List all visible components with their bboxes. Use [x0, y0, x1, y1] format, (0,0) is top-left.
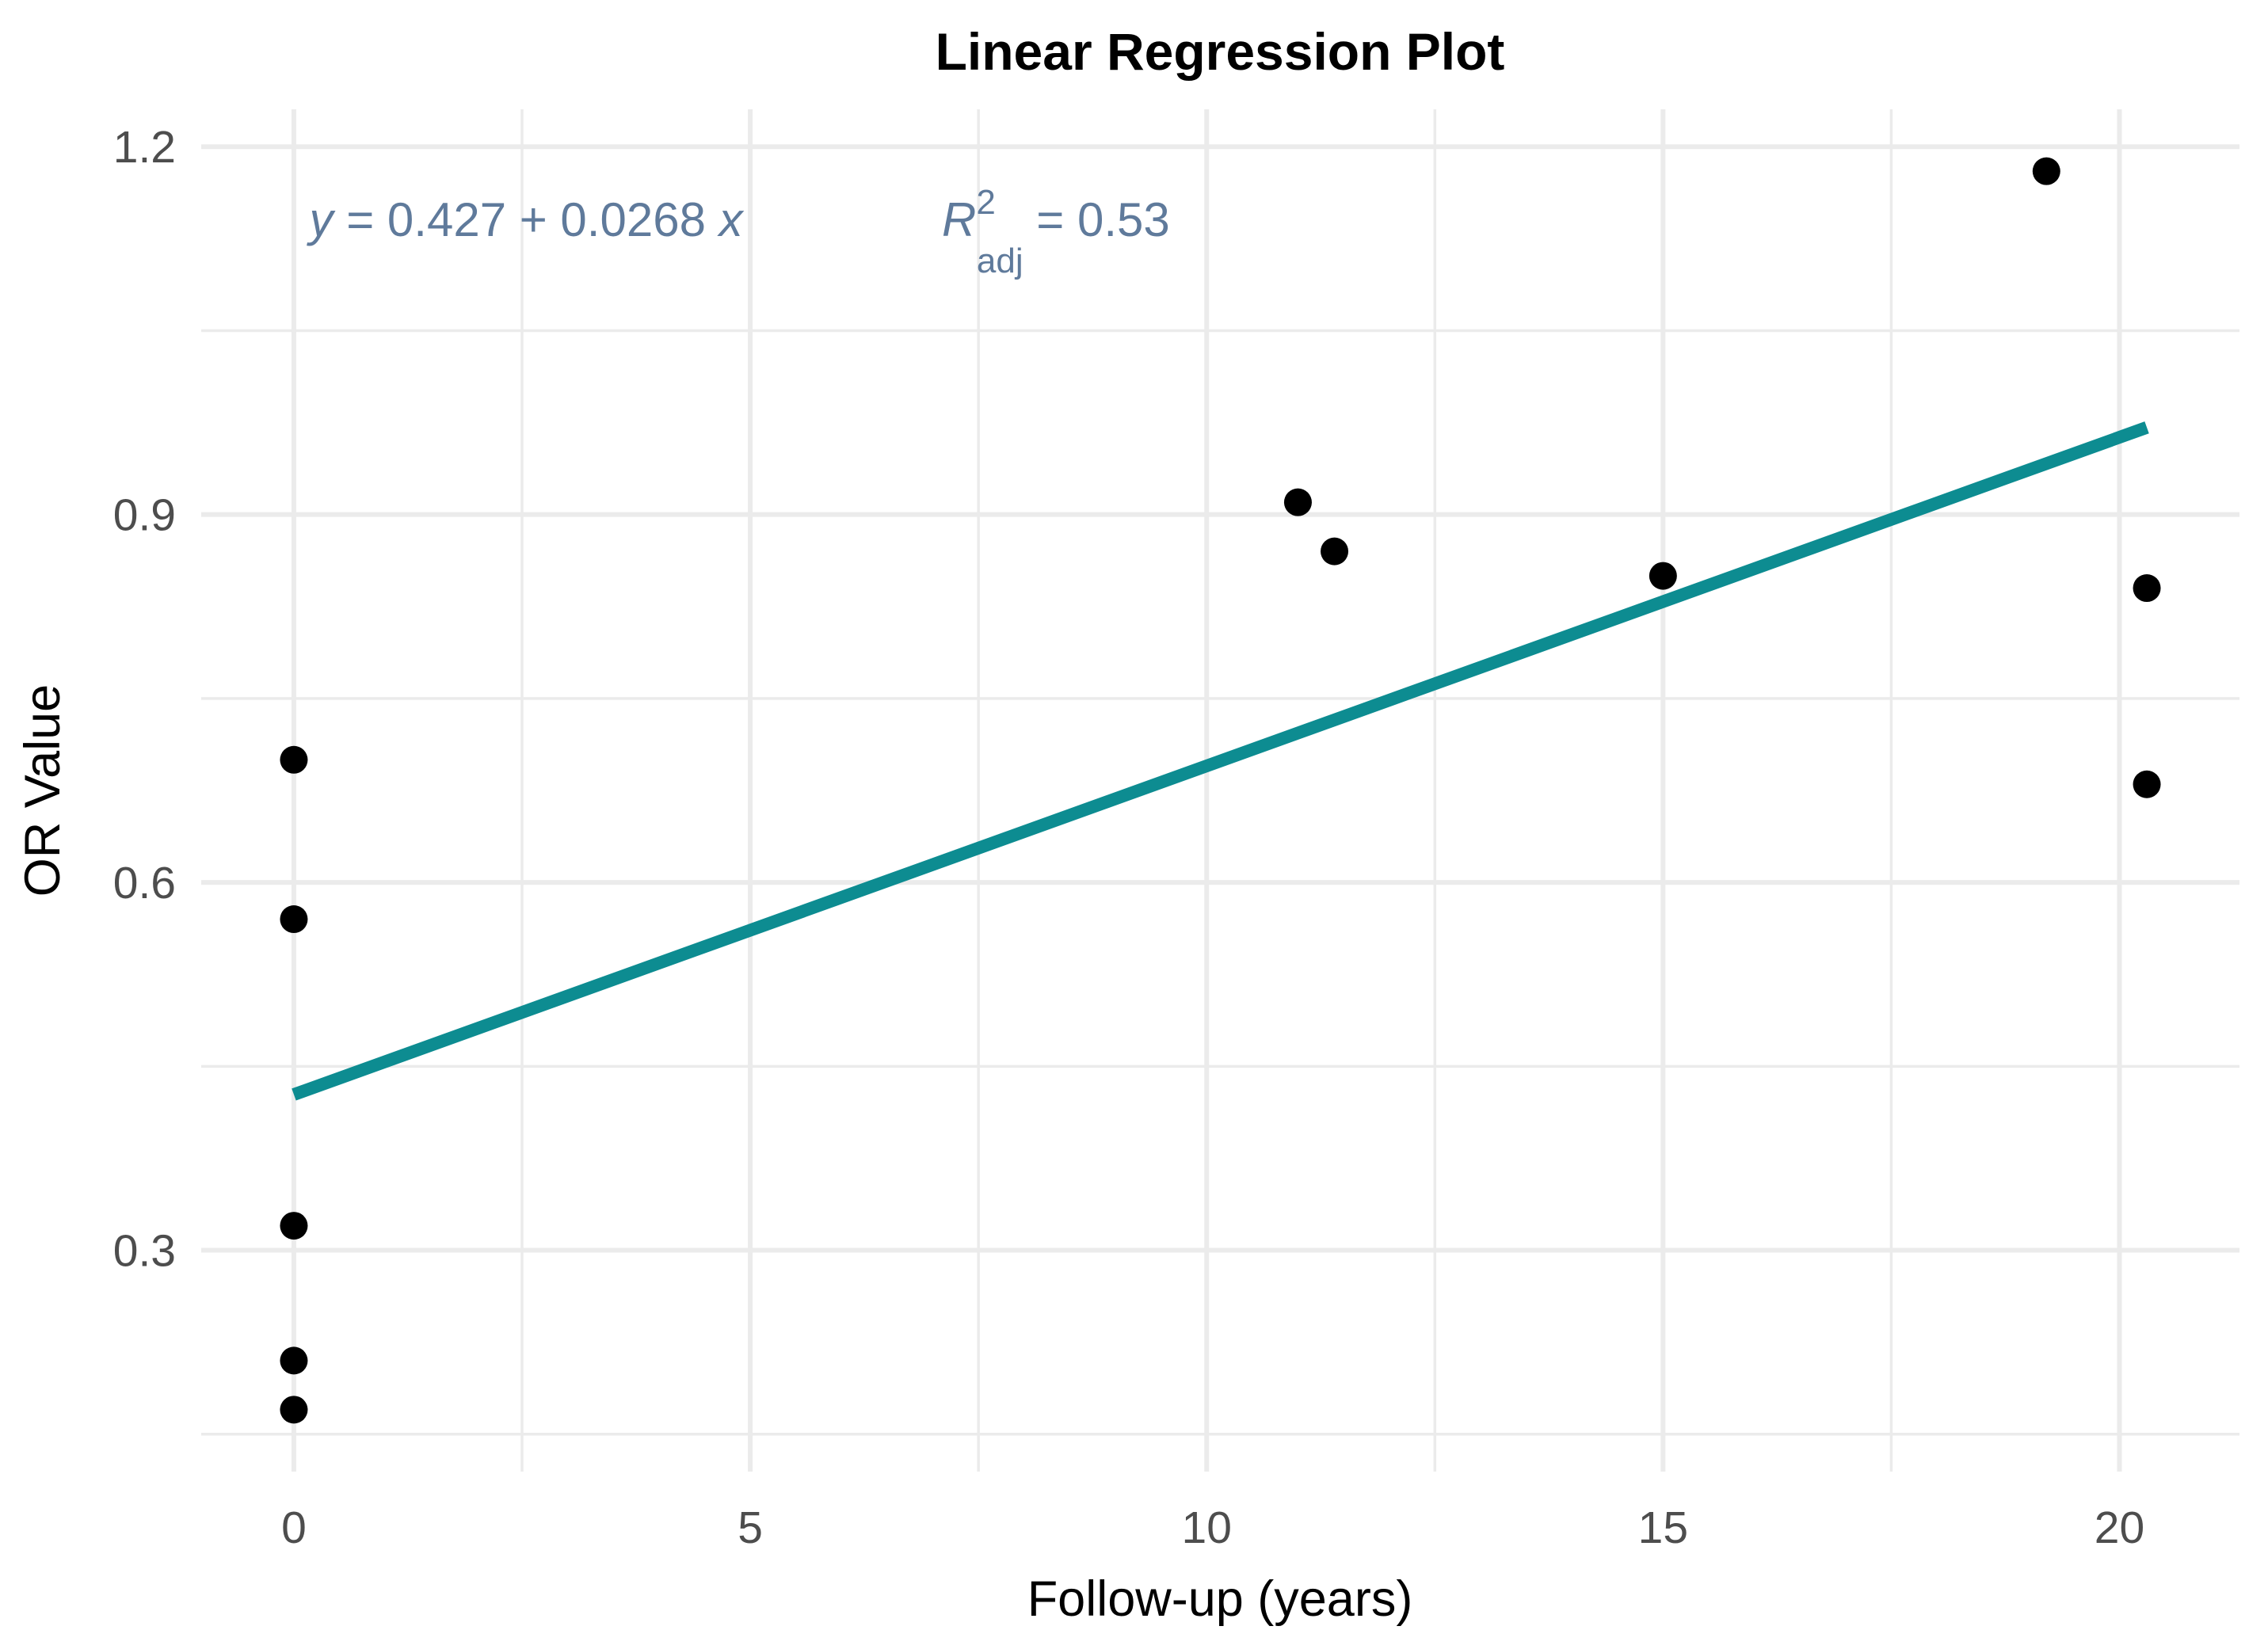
data-point — [280, 1346, 308, 1375]
data-point — [280, 745, 308, 774]
data-point — [2133, 770, 2161, 798]
y-tick-label: 0.3 — [113, 1226, 176, 1277]
r-squared-annotation: R2 adj = 0.53 — [942, 183, 1170, 280]
annotations-group: y = 0.427 + 0.0268 x R2 adj = 0.53 — [307, 183, 1170, 280]
data-point — [2032, 157, 2060, 185]
x-tick-label: 15 — [1638, 1502, 1688, 1553]
x-tick-label: 20 — [2095, 1502, 2144, 1553]
regression-line — [292, 421, 2149, 1101]
x-axis-title: Follow-up (years) — [1027, 1571, 1413, 1627]
x-tick-labels-group: 0 5 10 15 20 — [281, 1502, 2144, 1553]
data-point — [280, 1396, 308, 1424]
data-point — [2133, 574, 2161, 603]
major-gridlines — [201, 109, 2239, 1472]
regression-line-group — [292, 421, 2149, 1101]
y-tick-labels-group: 0.3 0.6 0.9 1.2 — [113, 122, 176, 1276]
scatter-points-group — [280, 157, 2161, 1424]
y-axis-title: OR Value — [15, 684, 71, 897]
data-point — [1649, 562, 1677, 590]
x-tick-label: 0 — [281, 1502, 307, 1553]
x-tick-label: 10 — [1182, 1502, 1232, 1553]
data-point — [1283, 488, 1312, 516]
minor-gridlines — [201, 109, 2239, 1472]
regression-equation: y = 0.427 + 0.0268 x — [307, 193, 745, 246]
data-point — [1321, 537, 1349, 566]
x-tick-label: 5 — [738, 1502, 763, 1553]
y-tick-label: 1.2 — [113, 122, 176, 173]
y-tick-label: 0.6 — [113, 858, 176, 908]
y-tick-label: 0.9 — [113, 490, 176, 541]
chart-title: Linear Regression Plot — [936, 22, 1505, 81]
data-point — [280, 905, 308, 934]
data-point — [280, 1212, 308, 1240]
